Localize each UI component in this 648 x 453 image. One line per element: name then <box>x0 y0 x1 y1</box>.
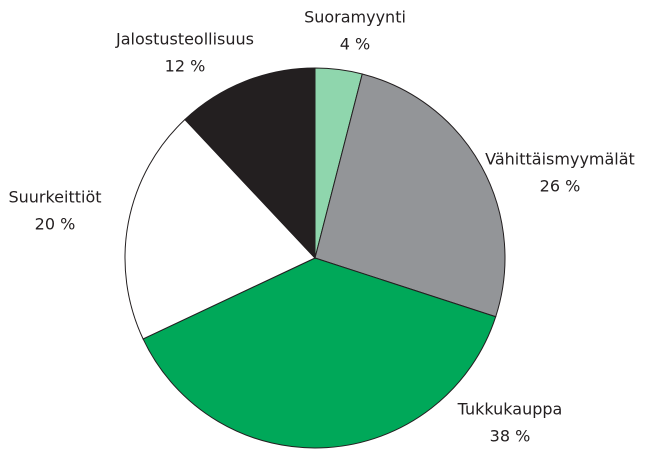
pie-slice <box>184 67 316 260</box>
pie-slice <box>124 118 316 340</box>
pie-slice <box>314 73 506 318</box>
slice-label: Vähittäismyymälät <box>485 150 635 169</box>
pie-slice <box>142 257 497 449</box>
slice-value-label: 26 % <box>540 177 581 196</box>
slice-label: Suoramyynti <box>304 8 406 27</box>
slice-value-label: 20 % <box>35 215 76 234</box>
slice-label: Jalostusteollisuus <box>115 30 254 49</box>
slice-value-label: 12 % <box>165 57 206 76</box>
slice-label: Suurkeittiöt <box>8 188 101 207</box>
slice-value-label: 4 % <box>340 35 370 54</box>
slice-label: Tukkukauppa <box>457 400 563 419</box>
slice-value-label: 38 % <box>490 427 531 446</box>
